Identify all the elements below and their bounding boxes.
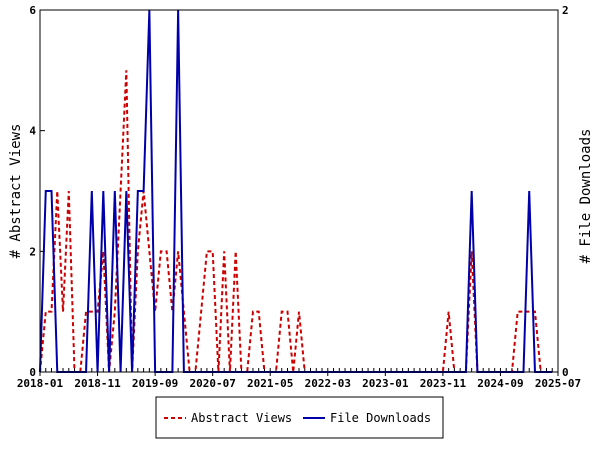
y-axis-left-title: # Abstract Views xyxy=(8,124,24,259)
x-tick-label: 2025-07 xyxy=(535,377,581,390)
y-left-tick-label: 2 xyxy=(29,245,36,258)
legend-box xyxy=(155,396,444,439)
plot-frame xyxy=(39,9,559,373)
y-right-tick-label: 2 xyxy=(562,4,569,17)
y-left-tick-label: 0 xyxy=(29,366,36,379)
x-tick-label: 2022-03 xyxy=(305,377,351,390)
series-line-file-downloads xyxy=(39,9,553,373)
x-tick-label: 2023-11 xyxy=(420,377,467,390)
legend: Abstract Views File Downloads xyxy=(155,396,444,439)
y-right-tick-label: 0 xyxy=(562,366,569,379)
x-tick-label: 2024-09 xyxy=(477,377,523,390)
x-tick-label: 2021-05 xyxy=(247,377,293,390)
legend-label-abstract-views: Abstract Views xyxy=(191,411,292,425)
y-axis-right-title: # File Downloads xyxy=(578,129,594,264)
series-line-abstract-views xyxy=(39,70,553,373)
x-tick-label: 2023-01 xyxy=(362,377,409,390)
y-left-tick-label: 4 xyxy=(29,125,36,138)
series-layer xyxy=(39,9,553,373)
x-tick-label: 2020-07 xyxy=(189,377,235,390)
x-tick-label: 2018-01 xyxy=(17,377,64,390)
x-tick-label: 2019-09 xyxy=(132,377,178,390)
x-tick-label: 2018-11 xyxy=(74,377,121,390)
y-left-tick-label: 6 xyxy=(29,4,36,17)
labels-layer: 2018-01 2018-11 2019-09 2020-07 2021-05 2022-… xyxy=(17,4,581,390)
legend-label-file-downloads: File Downloads xyxy=(330,411,431,425)
